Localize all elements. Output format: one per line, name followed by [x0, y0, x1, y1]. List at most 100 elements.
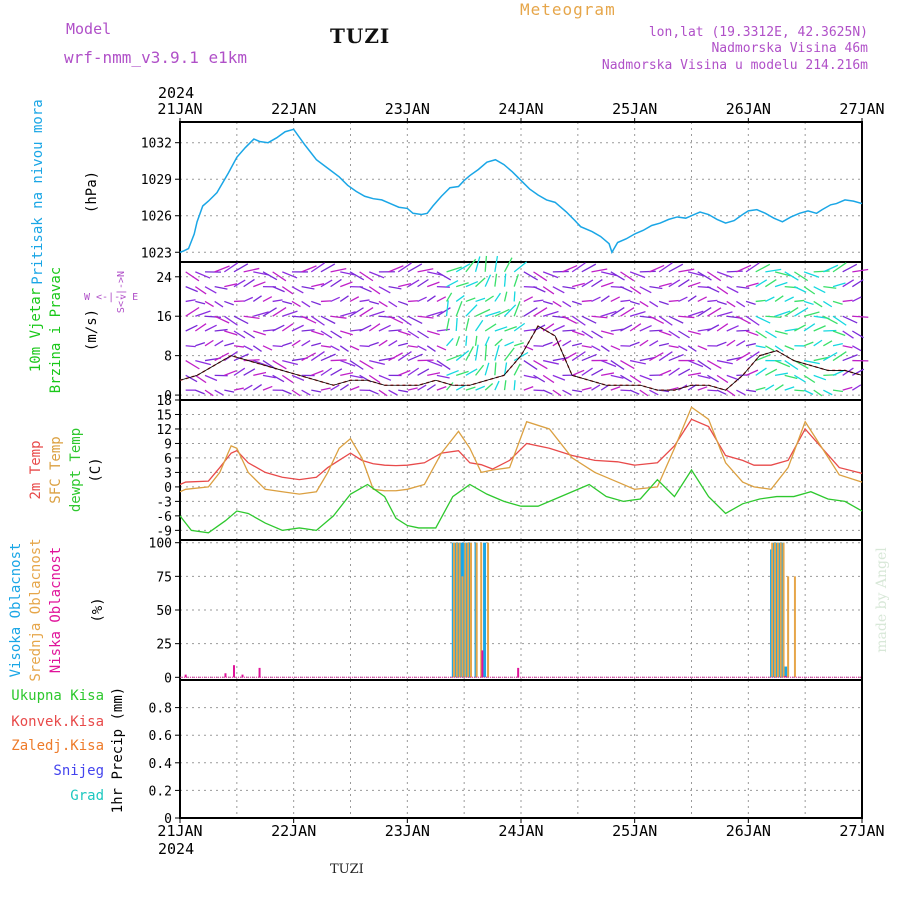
wind-arrow — [253, 371, 267, 376]
wind-arrow — [301, 329, 315, 332]
wind-arrow — [687, 310, 704, 317]
wind-arrow — [707, 286, 720, 293]
wind-arrow — [397, 315, 412, 326]
cloud-bar — [184, 674, 187, 678]
wind-arrow — [214, 339, 224, 347]
wind-arrow — [330, 368, 343, 376]
wind-arrow — [716, 311, 733, 317]
wind-arrow — [301, 265, 317, 273]
wind-arrow — [842, 315, 858, 324]
wind-arrow — [310, 262, 325, 273]
wind-arrow — [765, 296, 775, 303]
wind-arrow — [311, 369, 324, 376]
precip-legend-3: Zaledj.Kisa — [11, 738, 104, 754]
wind-arrow — [523, 386, 534, 391]
wind-arrow — [755, 367, 767, 376]
wind-arrow — [707, 374, 719, 383]
wind-arrow — [591, 330, 603, 339]
wind-arrow — [185, 306, 200, 317]
wind-arrow — [455, 384, 466, 391]
wind-arrow — [340, 359, 356, 367]
wind-arrow — [658, 300, 669, 306]
wind-arrow — [407, 345, 418, 348]
wind-arrow — [320, 387, 331, 391]
sfc-axis-label: SFC Temp — [48, 436, 64, 503]
cloud-bar — [487, 542, 490, 678]
temp2m-axis-label: 2m Temp — [28, 440, 44, 499]
wind-arrow — [726, 339, 736, 347]
wind-arrow — [320, 367, 333, 376]
wind-arrow — [369, 300, 380, 305]
wind-arrow — [340, 330, 353, 336]
wind-arrow — [513, 322, 526, 332]
y-tick-label: 12 — [156, 423, 172, 438]
wind-arrow — [185, 360, 200, 370]
wind-arrow — [214, 286, 228, 290]
wind-arrow — [320, 279, 333, 288]
wind-arrow — [243, 267, 260, 273]
wind-arrow — [620, 286, 633, 293]
meteogram-title: Meteogram — [520, 0, 616, 19]
wind-arrow — [552, 286, 565, 294]
wind-arrow — [233, 345, 244, 348]
wind-arrow — [243, 330, 255, 339]
wind-arrow — [388, 340, 398, 347]
wind-arrow — [678, 296, 688, 303]
wind-arrow — [291, 286, 304, 294]
wind-arrow — [736, 315, 751, 325]
wind-arrow — [446, 369, 459, 376]
wind-arrow — [581, 367, 593, 376]
wind-arrow — [794, 271, 809, 282]
wind-arrow — [474, 256, 481, 273]
wind-arrow — [716, 271, 733, 278]
wind-arrow — [736, 352, 751, 362]
wind-arrow — [697, 271, 712, 281]
wind-arrow — [233, 279, 246, 288]
wind-arrow — [417, 368, 430, 376]
wind-arrow — [436, 374, 450, 379]
wind-arrow — [687, 281, 701, 288]
wind-arrow — [195, 310, 211, 317]
wind-arrow — [707, 360, 722, 370]
wind-arrow — [224, 389, 235, 393]
wind-arrow — [687, 372, 702, 376]
wind-arrow — [407, 300, 418, 303]
wind-arrow — [446, 337, 454, 347]
x-bottom-tick-label: 22JAN — [271, 822, 316, 840]
x-bottom-tick-label: 26JAN — [726, 822, 771, 840]
wind-arrow — [281, 374, 294, 384]
wind-arrow — [272, 374, 285, 383]
y-tick-label: 0 — [164, 671, 172, 686]
wind-arrow — [726, 325, 739, 332]
y-tick-label: 24 — [156, 271, 172, 286]
wind-arrow — [794, 307, 809, 317]
wind-arrow — [407, 367, 420, 376]
wind-arrow — [330, 359, 347, 362]
wind-arrow — [629, 271, 646, 279]
wind-axis-label-1: 10m Vjetar — [28, 288, 44, 372]
wind-arrow — [591, 368, 604, 376]
wind-arrow — [755, 315, 771, 324]
wind-arrow — [629, 389, 640, 395]
wind-arrow — [311, 330, 324, 336]
wind-arrow — [678, 368, 691, 376]
wind-arrow — [465, 280, 479, 288]
pressure-unit-label: (hPa) — [84, 171, 100, 213]
wind-arrow — [233, 263, 249, 273]
wind-arrow — [445, 292, 453, 302]
y-tick-label: 3 — [164, 466, 172, 481]
cloud-bar — [774, 542, 777, 678]
wind-arrow — [417, 330, 429, 339]
wind-arrow — [533, 374, 546, 383]
wind-arrow — [842, 279, 855, 288]
wind-arrow — [504, 304, 517, 317]
wind-arrow — [591, 278, 603, 288]
wind-arrow — [726, 270, 743, 273]
wind-arrow — [562, 315, 578, 324]
wind-arrow — [668, 367, 680, 376]
wind-arrow — [349, 307, 364, 317]
wind-arrow — [552, 300, 562, 308]
wind-arrow — [262, 374, 276, 379]
wind-arrow — [678, 268, 695, 273]
wind-arrow — [765, 315, 782, 319]
